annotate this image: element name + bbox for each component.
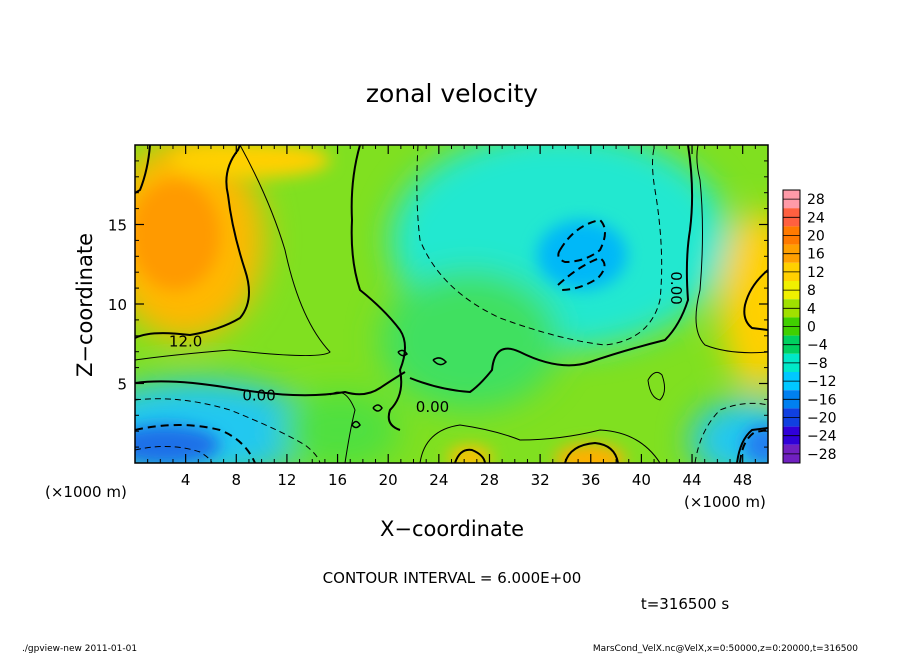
contour-label: 12.0 xyxy=(169,333,202,351)
colorbar-label: 28 xyxy=(807,192,825,208)
contour-12-right xyxy=(743,269,768,331)
contour-12-left xyxy=(135,145,250,339)
contour-neg6-bl xyxy=(135,398,321,463)
contour-neg6-br xyxy=(694,402,768,463)
colorbar-label: −24 xyxy=(807,429,837,445)
colorbar-label: 20 xyxy=(807,229,825,245)
x-tick-label: 8 xyxy=(232,471,242,489)
x-tick-label: 44 xyxy=(682,471,701,489)
contour-dot-4 xyxy=(397,349,409,357)
heatmap-field xyxy=(135,145,768,463)
y-tick-label: 10 xyxy=(108,296,127,314)
contour-6-bl xyxy=(329,391,356,463)
x-axis: 4 8 12 16 20 24 28 32 36 40 44 48 xyxy=(147,145,756,489)
contour-6-left xyxy=(135,145,331,361)
x-unit-label-right: (×1000 m) xyxy=(684,493,766,511)
x-tick-label: 12 xyxy=(277,471,296,489)
x-tick-label: 16 xyxy=(328,471,347,489)
colorbar-label: 8 xyxy=(807,283,816,299)
contour-interval-text: CONTOUR INTERVAL = 6.000E+00 xyxy=(323,569,582,587)
footer-right: MarsCond_VelX.nc@VelX,x=0:50000,z=0:2000… xyxy=(593,644,858,654)
x-tick-label: 40 xyxy=(632,471,651,489)
contour-neg12-br xyxy=(739,429,768,463)
colorbar-label: −4 xyxy=(807,338,828,354)
contour-6-right xyxy=(695,145,768,354)
colorbar-label: 12 xyxy=(807,265,825,281)
contour-6-bottom xyxy=(419,424,661,463)
contour-neg18-bl xyxy=(135,445,213,463)
colorbar-label: −16 xyxy=(807,392,837,408)
contour-label: 0.00 xyxy=(667,271,685,304)
colorbar-label: 16 xyxy=(807,247,825,263)
contour-0-mid2 xyxy=(409,145,694,394)
x-tick-label: 48 xyxy=(733,471,752,489)
contour-12-top xyxy=(135,145,151,194)
contour-12-bottom xyxy=(564,441,619,463)
colorbar-label: 24 xyxy=(807,210,825,226)
y-axis: 5 10 15 xyxy=(108,160,768,448)
x-tick-label: 36 xyxy=(581,471,600,489)
contour-6-blob xyxy=(647,371,666,401)
contour-neg6-upper xyxy=(416,145,663,346)
contour-0-right xyxy=(736,427,768,463)
x-axis-label: X−coordinate xyxy=(380,517,524,541)
colorbar-label: 4 xyxy=(807,301,816,317)
footer-left: ./gpview-new 2011-01-01 xyxy=(22,644,137,654)
contour-neg12-a xyxy=(557,218,606,264)
x-tick-label: 28 xyxy=(480,471,499,489)
x-tick-label: 32 xyxy=(531,471,550,489)
colorbar-label: −8 xyxy=(807,356,828,372)
contour-label: 0.00 xyxy=(242,387,275,405)
contour-dot-1 xyxy=(351,420,361,429)
x-tick-label: 4 xyxy=(181,471,191,489)
x-tick-label: 24 xyxy=(429,471,448,489)
contour-neg12-bl xyxy=(135,424,256,463)
colorbar-label: −28 xyxy=(807,447,837,463)
x-tick-label: 20 xyxy=(379,471,398,489)
contour-0-mid xyxy=(350,145,406,431)
contour-labels: 12.0 0.00 0.00 0.00 xyxy=(169,271,685,416)
chart-title: zonal velocity xyxy=(366,79,538,108)
colorbar-label: −20 xyxy=(807,411,837,427)
y-axis-label: Z−coordinate xyxy=(73,233,97,377)
contour-dot-3 xyxy=(432,357,448,366)
colorbar-label: −12 xyxy=(807,374,837,390)
contour-12-bottom2 xyxy=(454,448,486,463)
y-tick-label: 5 xyxy=(117,376,127,394)
colorbar-label: 0 xyxy=(807,320,816,336)
y-tick-label: 15 xyxy=(108,217,127,235)
colorbar: 28 24 20 16 12 8 4 0 −4 −8 −12 −16 −20 −24 −28 xyxy=(782,189,837,464)
x-unit-label-left: (×1000 m) xyxy=(45,483,127,501)
contour-neg12-b xyxy=(557,256,606,291)
time-label: t=316500 s xyxy=(641,595,729,613)
contour-label: 0.00 xyxy=(416,398,449,416)
contour-dot-2 xyxy=(372,404,383,412)
